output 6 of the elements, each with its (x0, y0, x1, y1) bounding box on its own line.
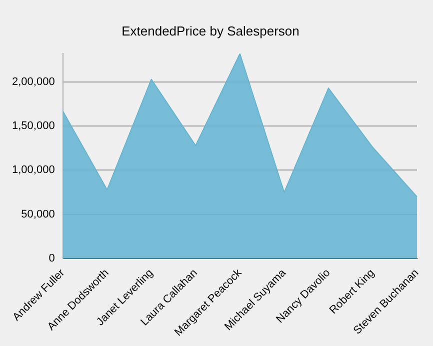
y-tick-label: 50,000 (21, 208, 55, 220)
y-tick-label: 1,50,000 (12, 120, 55, 132)
y-tick-label: 0 (48, 252, 55, 265)
chart-title: ExtendedPrice by Salesperson (122, 23, 300, 38)
y-tick-label: 1,00,000 (12, 164, 55, 176)
y-tick-label: 2,00,000 (12, 76, 55, 88)
